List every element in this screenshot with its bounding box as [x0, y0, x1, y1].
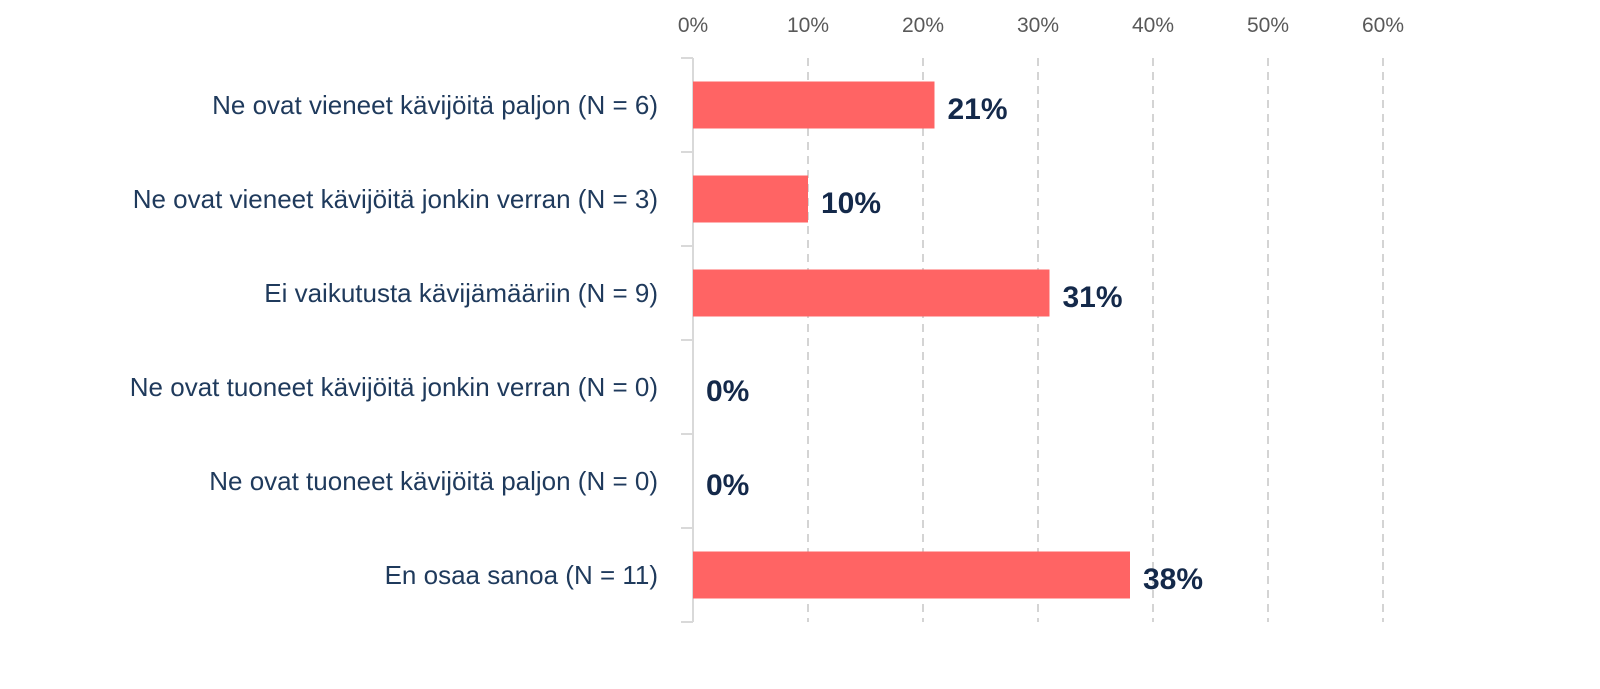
axes: 0% 10% 20% 30% 40% 50% 60%	[678, 14, 1404, 623]
gridlines	[807, 58, 1384, 622]
data-label: 21%	[948, 93, 1008, 126]
category-label: Ne ovat tuoneet kävijöitä jonkin verran …	[130, 372, 658, 402]
bar	[693, 175, 808, 223]
category-label: Ei vaikutusta kävijämääriin (N = 9)	[264, 278, 658, 308]
x-tick-label: 10%	[787, 14, 829, 37]
x-tick-label: 40%	[1132, 14, 1174, 37]
bar	[693, 81, 935, 129]
data-label: 31%	[1063, 281, 1123, 314]
data-label: 38%	[1143, 563, 1203, 596]
data-label: 10%	[821, 187, 881, 220]
x-tick-label: 50%	[1247, 14, 1289, 37]
bar	[693, 551, 1130, 599]
category-label: Ne ovat tuoneet kävijöitä paljon (N = 0)	[209, 466, 658, 496]
x-tick-label: 0%	[678, 14, 708, 37]
bars	[693, 81, 1130, 599]
labels: Ne ovat vieneet kävijöitä paljon (N = 6)…	[130, 90, 1203, 596]
category-label: Ne ovat vieneet kävijöitä paljon (N = 6)	[212, 90, 658, 120]
data-label: 0%	[706, 375, 749, 408]
x-tick-label: 60%	[1362, 14, 1404, 37]
x-tick-label: 30%	[1017, 14, 1059, 37]
bar	[693, 269, 1050, 317]
x-tick-label: 20%	[902, 14, 944, 37]
data-label: 0%	[706, 469, 749, 502]
category-label: En osaa sanoa (N = 11)	[385, 560, 658, 590]
category-label: Ne ovat vieneet kävijöitä jonkin verran …	[133, 184, 658, 214]
